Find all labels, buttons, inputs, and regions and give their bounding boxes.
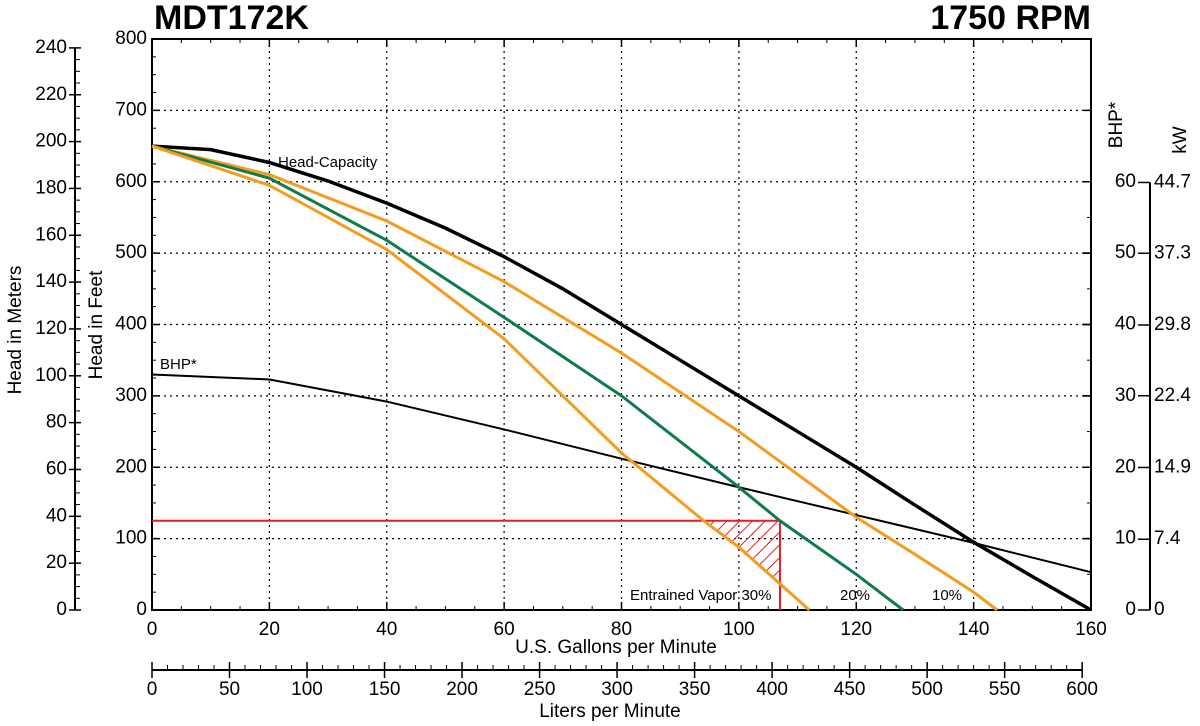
y4-tick-label: 37.3 bbox=[1154, 242, 1191, 263]
y3-tick-label: 100 bbox=[35, 365, 67, 386]
y2-tick-label: 30 bbox=[1115, 385, 1136, 406]
y4-tick-label: 7.4 bbox=[1154, 528, 1181, 549]
curve-label: Head-Capacity bbox=[278, 154, 378, 171]
y-axis-title: Head in Feet bbox=[86, 270, 107, 380]
y3-tick-label: 200 bbox=[35, 131, 67, 152]
x2-tick-label: 250 bbox=[524, 679, 556, 700]
x2-tick-label: 450 bbox=[834, 679, 866, 700]
x-tick-label: 120 bbox=[840, 619, 872, 640]
curve bbox=[151, 373, 1092, 574]
y2-tick-label: 60 bbox=[1115, 171, 1136, 192]
x-tick-label: 140 bbox=[958, 619, 990, 640]
y3-tick-label: 120 bbox=[35, 318, 67, 339]
y-tick-label: 600 bbox=[115, 171, 147, 192]
x2-tick-label: 500 bbox=[911, 679, 943, 700]
x2-tick-label: 300 bbox=[601, 679, 633, 700]
y2-tick-label: 20 bbox=[1115, 456, 1136, 477]
y-tick-label: 0 bbox=[136, 599, 147, 620]
curve bbox=[151, 144, 1092, 612]
y-tick-label: 400 bbox=[115, 314, 147, 335]
y4-tick-label: 29.8 bbox=[1154, 314, 1191, 335]
y2-axis-title: BHP* bbox=[1106, 101, 1127, 148]
x2-tick-label: 600 bbox=[1066, 679, 1098, 700]
curve bbox=[151, 144, 999, 612]
y3-tick-label: 160 bbox=[35, 224, 67, 245]
x2-tick-label: 50 bbox=[219, 679, 240, 700]
y-tick-label: 100 bbox=[115, 528, 147, 549]
x2-tick-label: 0 bbox=[147, 679, 158, 700]
chart-title: MDT172K bbox=[154, 0, 309, 37]
curve bbox=[151, 144, 811, 612]
x-tick-label: 0 bbox=[147, 619, 158, 640]
x2-axis-title: Liters per Minute bbox=[539, 701, 681, 722]
x2-tick-label: 100 bbox=[291, 679, 323, 700]
y-tick-label: 700 bbox=[115, 99, 147, 120]
x-tick-label: 40 bbox=[376, 619, 397, 640]
curve-label: BHP* bbox=[160, 356, 197, 373]
chart-subtitle: 1750 RPM bbox=[930, 0, 1091, 37]
y-tick-label: 200 bbox=[115, 456, 147, 477]
x-tick-label: 100 bbox=[723, 619, 755, 640]
y3-tick-label: 140 bbox=[35, 271, 67, 292]
x-tick-label: 20 bbox=[259, 619, 280, 640]
y3-tick-label: 20 bbox=[46, 552, 67, 573]
y4-axis-title: kW bbox=[1170, 126, 1191, 154]
y3-axis-title: Head in Meters bbox=[5, 266, 26, 395]
x-tick-label: 160 bbox=[1075, 619, 1107, 640]
y3-tick-label: 180 bbox=[35, 177, 67, 198]
x-tick-label: 80 bbox=[611, 619, 632, 640]
x2-tick-label: 400 bbox=[756, 679, 788, 700]
y4-tick-label: 14.9 bbox=[1154, 457, 1191, 478]
curve-label: Entrained Vapor 30% bbox=[630, 587, 771, 604]
y4-tick-label: 44.7 bbox=[1154, 171, 1191, 192]
x2-tick-label: 150 bbox=[369, 679, 401, 700]
y3-tick-label: 240 bbox=[35, 37, 67, 58]
y-tick-label: 500 bbox=[115, 242, 147, 263]
y3-tick-label: 220 bbox=[35, 84, 67, 105]
y2-tick-label: 50 bbox=[1115, 242, 1136, 263]
y2-tick-label: 0 bbox=[1125, 599, 1136, 620]
x-axis-title: U.S. Gallons per Minute bbox=[515, 637, 717, 658]
curve bbox=[151, 144, 905, 612]
y3-tick-label: 0 bbox=[56, 599, 67, 620]
curve-label: 10% bbox=[932, 587, 962, 604]
x-tick-label: 60 bbox=[494, 619, 515, 640]
y-tick-label: 800 bbox=[115, 28, 147, 49]
y4-tick-label: 22.4 bbox=[1154, 385, 1191, 406]
y2-tick-label: 40 bbox=[1115, 314, 1136, 335]
y4-tick-label: 0 bbox=[1154, 599, 1165, 620]
x2-tick-label: 200 bbox=[446, 679, 478, 700]
y3-tick-label: 40 bbox=[46, 505, 67, 526]
curve-label: 20% bbox=[840, 587, 870, 604]
y3-tick-label: 80 bbox=[46, 412, 67, 433]
y3-tick-label: 60 bbox=[46, 458, 67, 479]
y-tick-label: 300 bbox=[115, 385, 147, 406]
x2-tick-label: 550 bbox=[989, 679, 1021, 700]
y2-tick-label: 10 bbox=[1115, 528, 1136, 549]
x2-tick-label: 350 bbox=[679, 679, 711, 700]
